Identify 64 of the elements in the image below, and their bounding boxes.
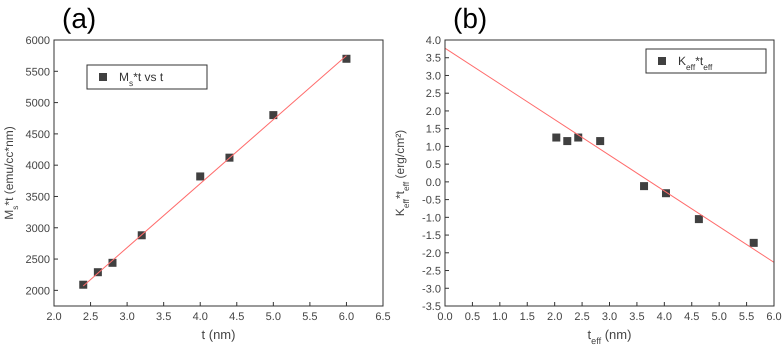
x-tick-label: 1.5 [520,311,535,323]
y-tick-label: -3.0 [422,283,441,296]
x-tick-label: 4.5 [229,311,244,323]
y-tick-label: 3.0 [426,70,441,82]
x-tick-label: 5.0 [712,311,727,323]
x-tick-label: 3.0 [602,311,618,323]
y-tick-label: -2.5 [422,266,441,278]
y-tick-label: -1.5 [422,230,441,242]
point [196,172,204,180]
x-tick-label: 2.5 [82,311,98,323]
x-tick-label: 0.0 [437,311,453,323]
x-tick-label: 3.0 [119,311,135,323]
chart-title: (a) [62,3,96,34]
y-tick-label: 3500 [26,191,50,204]
point [79,280,88,289]
x-tick-label: 4.0 [656,311,672,323]
x-tick-label: 2.5 [574,311,590,323]
x-tick-label: 1.0 [492,311,508,323]
chart-title: (b) [453,3,488,34]
point [269,111,278,120]
point [596,137,604,146]
point [563,137,572,146]
y-tick-label: -2.0 [422,248,441,260]
y-tick-label: 5000 [26,98,50,110]
y-tick-label: 2000 [26,285,50,298]
x-tick-label: 6.0 [338,311,354,323]
y-tick-label: 4500 [26,128,50,141]
x-tick-label: 3.5 [629,311,645,323]
y-tick-label: 2.5 [426,88,441,100]
x-tick-label: 0.5 [464,311,480,323]
x-axis-title: t (nm) [202,327,236,342]
legend-label: M$_{s}$*t vs t [119,70,164,88]
y-tick-label: -3.5 [422,301,441,313]
x-tick-label: 5.5 [738,311,754,323]
y-tick-label: 4.0 [426,35,441,47]
point [640,182,648,190]
y-tick-label: 0.0 [426,176,441,189]
x-tick-label: 2.0 [547,311,562,323]
y-tick-label: 2.0 [426,106,441,118]
y-tick-label: -0.5 [422,194,441,207]
point [552,134,560,142]
y-tick-label: 1.5 [426,124,441,136]
x-tick-label: 3.5 [156,311,172,323]
point [694,215,703,224]
x-axis-title: t$_{eff}$ (nm) [588,327,632,346]
x-tick-label: 2.0 [46,311,62,323]
y-tick-label: 5500 [26,66,50,78]
y-tick-label: 2500 [26,254,50,266]
x-tick-label: 6.5 [375,311,391,323]
y-tick-label: 0.5 [426,159,441,172]
point [342,54,350,63]
legend-label: K$_{eff}$*t$_{eff}$ [678,54,714,72]
x-tick-label: 4.0 [192,311,208,323]
y-tick-label: -1.0 [422,212,441,224]
y-tick-label: 4000 [26,160,50,172]
y-tick-label: 3000 [26,222,50,235]
y-tick-label: 3.5 [426,52,441,65]
x-tick-label: 5.0 [266,311,281,323]
x-tick-label: 5.5 [302,311,318,323]
x-tick-label: 6.0 [766,311,782,323]
y-tick-label: 6000 [26,35,50,47]
point [750,238,758,247]
y-tick-label: 1.0 [426,141,441,154]
x-tick-label: 4.5 [684,311,700,323]
